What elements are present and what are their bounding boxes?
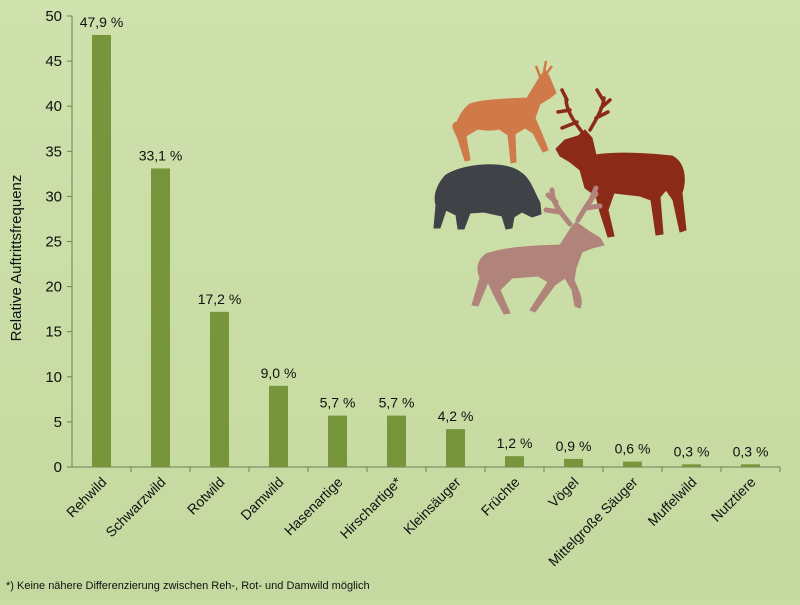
x-tick-label: Nutztiere bbox=[708, 474, 759, 525]
y-tick-label: 0 bbox=[54, 459, 62, 476]
bar-value-label: 33,1 % bbox=[139, 147, 183, 163]
bar bbox=[387, 415, 406, 467]
bar-value-label: 0,6 % bbox=[615, 441, 651, 457]
y-tick-label: 40 bbox=[45, 98, 62, 115]
x-tick-label: Vögel bbox=[545, 474, 582, 511]
bar bbox=[269, 385, 288, 467]
y-tick-label: 10 bbox=[45, 369, 62, 386]
bar bbox=[210, 311, 229, 467]
x-tick-label: Hasenartige bbox=[281, 474, 346, 539]
bar bbox=[92, 34, 111, 467]
y-tick-label: 35 bbox=[45, 143, 62, 160]
bar bbox=[151, 168, 170, 468]
bar-value-label: 9,0 % bbox=[261, 365, 297, 381]
footnote: *) Keine nähere Differenzierung zwischen… bbox=[6, 580, 370, 592]
x-tick-label: Hirschartige* bbox=[337, 473, 405, 541]
bar-value-label: 47,9 % bbox=[80, 14, 124, 30]
x-tick-label: Rotwild bbox=[184, 474, 228, 518]
bar-value-label: 0,3 % bbox=[733, 443, 769, 459]
bar-value-label: 5,7 % bbox=[379, 395, 415, 411]
bar-value-label: 0,3 % bbox=[674, 443, 710, 459]
fallow-deer-icon bbox=[471, 185, 605, 315]
bar bbox=[741, 464, 760, 467]
roe-deer-icon bbox=[452, 60, 557, 164]
red-deer-icon bbox=[555, 88, 687, 238]
y-tick-label: 45 bbox=[45, 53, 62, 70]
x-tick-label: Kleinsäuger bbox=[400, 474, 464, 538]
animal-illustration bbox=[433, 60, 687, 315]
bar bbox=[682, 464, 701, 467]
axes: 0 5 10 15 20 25 30 35 40 45 50 bbox=[45, 8, 781, 476]
y-tick-label: 50 bbox=[45, 8, 62, 25]
bar bbox=[446, 429, 465, 467]
x-tick-label: Schwarzwild bbox=[102, 474, 168, 540]
x-tick-label: Früchte bbox=[478, 474, 523, 519]
bar bbox=[564, 458, 583, 467]
bar-value-label: 0,9 % bbox=[556, 438, 592, 454]
data-labels: 47,9 % 33,1 % 17,2 % 9,0 % 5,7 % 5,7 % 4,2 % 1,… bbox=[80, 14, 769, 459]
y-tick-label: 5 bbox=[54, 414, 62, 431]
bar bbox=[505, 456, 524, 467]
bar-value-label: 4,2 % bbox=[438, 408, 474, 424]
bar-value-label: 5,7 % bbox=[320, 395, 356, 411]
y-tick-label: 25 bbox=[45, 234, 62, 251]
y-tick-label: 20 bbox=[45, 279, 62, 296]
x-tick-label: Muffelwild bbox=[644, 474, 699, 529]
bars bbox=[92, 34, 760, 468]
y-tick-label: 15 bbox=[45, 324, 62, 341]
y-axis-label: Relative Auftrittsfrequenz bbox=[8, 175, 25, 342]
x-tick-label: Damwild bbox=[237, 474, 286, 523]
x-tick-label: Rehwild bbox=[63, 474, 110, 521]
bar bbox=[623, 461, 642, 467]
bar bbox=[328, 415, 347, 467]
y-tick-label: 30 bbox=[45, 188, 62, 205]
wild-boar-icon bbox=[433, 164, 542, 230]
bar-value-label: 17,2 % bbox=[198, 291, 242, 307]
bar-value-label: 1,2 % bbox=[497, 435, 533, 451]
